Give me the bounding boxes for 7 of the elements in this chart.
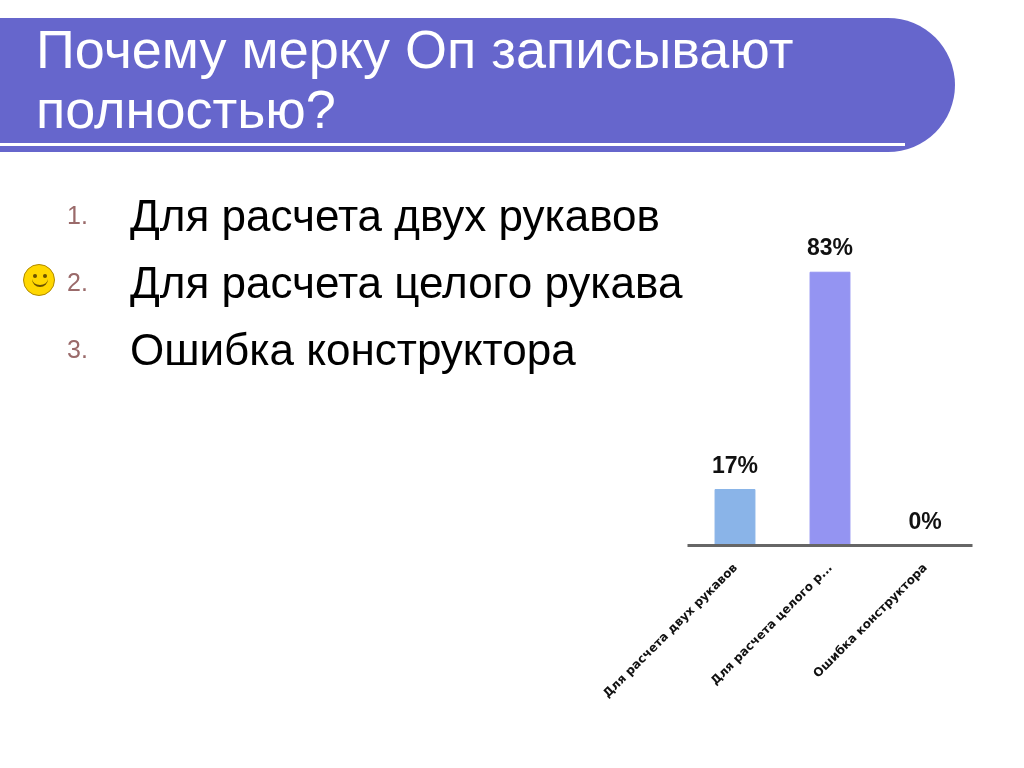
text: 2. Для расчета целого рукава (67, 258, 683, 307)
data-label: 17% (711, 451, 759, 478)
text: 1. Для расчета двух рукавов (67, 191, 660, 240)
chart-title: Почему мерку Оп записывают полностью? (35, 18, 795, 139)
data-label: 83% (806, 234, 854, 261)
data-label: 0% (908, 507, 942, 534)
text: 3. Ошибка конструктора (67, 325, 576, 374)
